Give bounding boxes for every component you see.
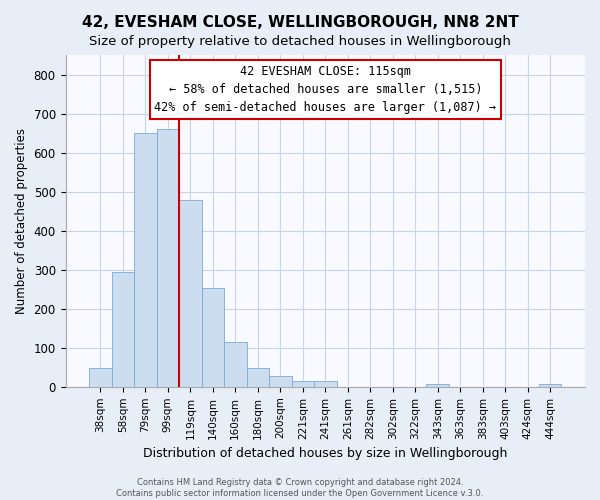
Text: 42 EVESHAM CLOSE: 115sqm
← 58% of detached houses are smaller (1,515)
42% of sem: 42 EVESHAM CLOSE: 115sqm ← 58% of detach… xyxy=(154,65,496,114)
Bar xyxy=(314,382,337,387)
Text: Size of property relative to detached houses in Wellingborough: Size of property relative to detached ho… xyxy=(89,35,511,48)
Bar xyxy=(224,342,247,387)
Bar xyxy=(269,376,292,387)
Bar xyxy=(202,288,224,387)
Bar xyxy=(427,384,449,387)
Bar xyxy=(157,129,179,387)
Bar xyxy=(89,368,112,387)
Y-axis label: Number of detached properties: Number of detached properties xyxy=(15,128,28,314)
Bar xyxy=(134,132,157,387)
Bar xyxy=(112,272,134,387)
Bar xyxy=(247,368,269,387)
X-axis label: Distribution of detached houses by size in Wellingborough: Distribution of detached houses by size … xyxy=(143,447,508,460)
Text: 42, EVESHAM CLOSE, WELLINGBOROUGH, NN8 2NT: 42, EVESHAM CLOSE, WELLINGBOROUGH, NN8 2… xyxy=(82,15,518,30)
Bar xyxy=(539,384,562,387)
Bar xyxy=(179,200,202,387)
Bar xyxy=(292,381,314,387)
Text: Contains HM Land Registry data © Crown copyright and database right 2024.
Contai: Contains HM Land Registry data © Crown c… xyxy=(116,478,484,498)
